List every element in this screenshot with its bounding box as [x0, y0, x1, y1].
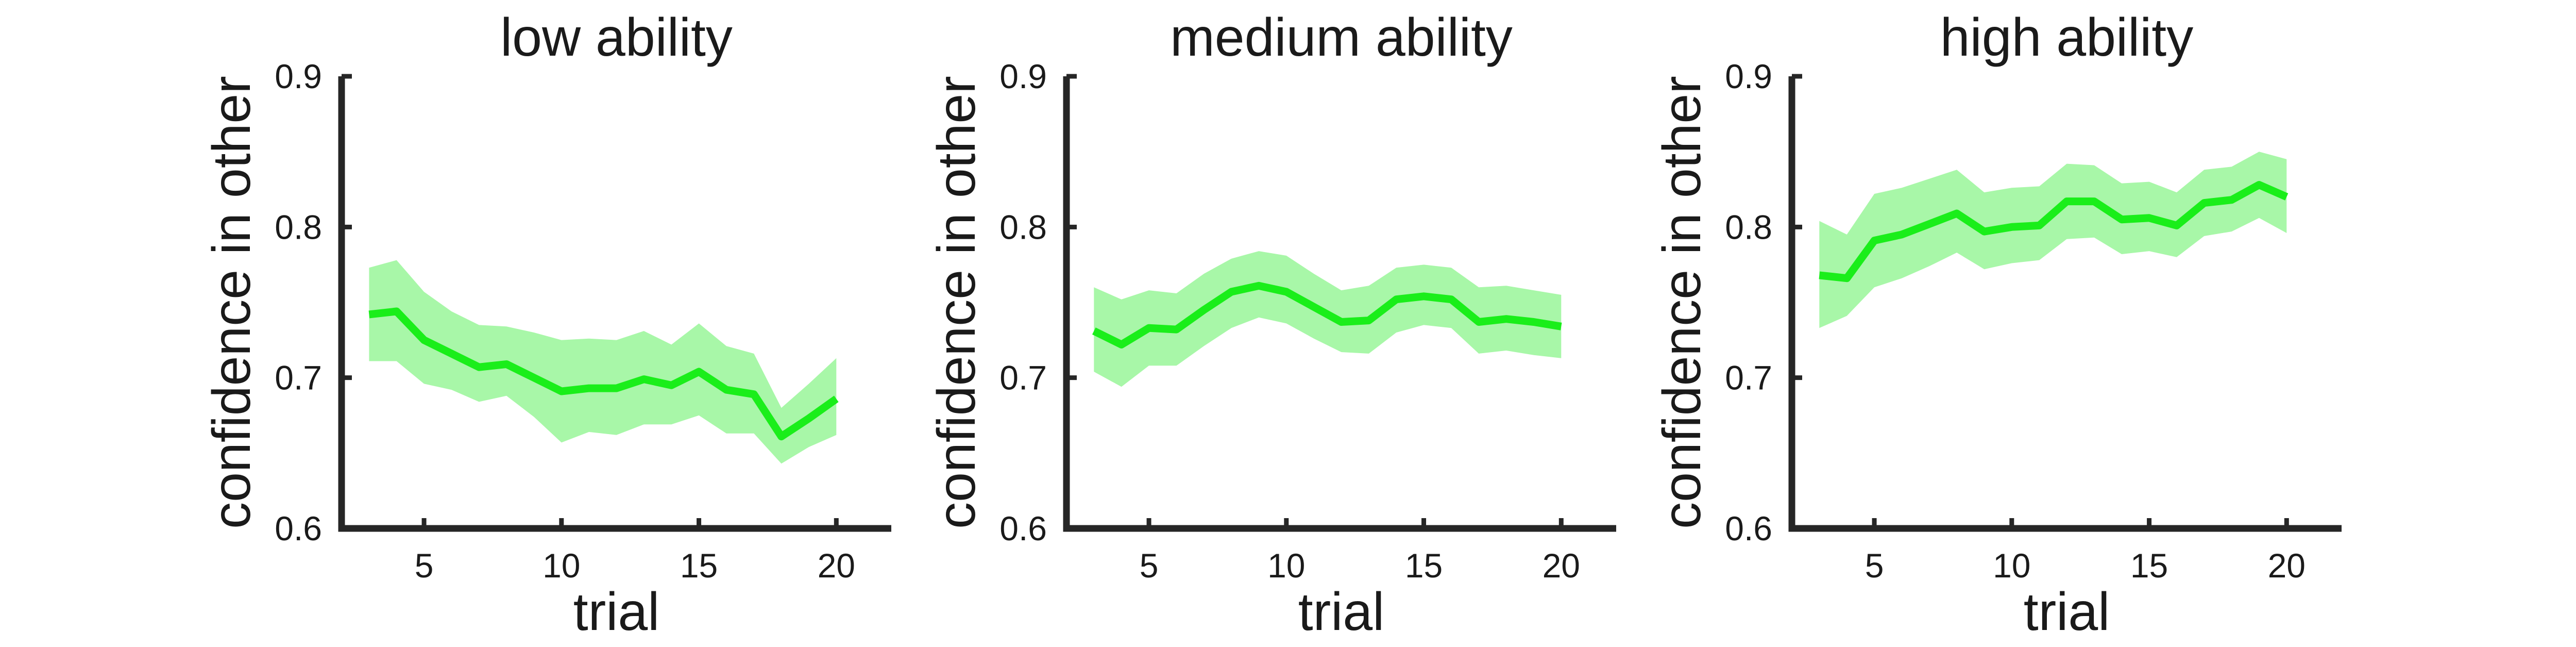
y-tick-label: 0.9 — [1725, 57, 1772, 95]
x-axis-label: trial — [1298, 582, 1385, 642]
series-line — [1819, 181, 2289, 283]
x-axis-label: trial — [573, 582, 660, 642]
panel-2: 5 10 15 20 0.6 0.7 0.8 0.9 medium ability trial co… — [927, 8, 1616, 642]
series-line — [368, 307, 839, 441]
x-tick-label: 20 — [1543, 546, 1580, 585]
x-tick-label: 15 — [1405, 546, 1443, 585]
y-axis-label: confidence in other — [927, 76, 987, 529]
x-tick-label: 5 — [1140, 546, 1159, 585]
y-axis-label: confidence in other — [202, 76, 262, 529]
panel-title: low ability — [500, 8, 733, 68]
x-tick-label: 20 — [818, 546, 855, 585]
panel-1: 5 10 15 20 0.6 0.7 0.8 0.9 low ability trial confi… — [202, 8, 891, 642]
x-axis-label: trial — [2024, 582, 2110, 642]
x-tick-label: 10 — [543, 546, 580, 585]
axes — [1788, 76, 2342, 532]
confidence-band — [1094, 251, 1562, 387]
panel-title: medium ability — [1170, 8, 1513, 68]
y-tick-label: 0.6 — [1725, 509, 1772, 548]
x-tick-label: 5 — [1865, 546, 1884, 585]
x-tick-label: 10 — [1267, 546, 1305, 585]
x-tick-label: 15 — [680, 546, 718, 585]
x-tick-label: 5 — [415, 546, 434, 585]
series-line — [1092, 281, 1562, 349]
y-tick-label: 0.7 — [999, 359, 1047, 397]
y-tick-label: 0.9 — [999, 57, 1047, 95]
confidence-band — [1819, 152, 2287, 328]
y-tick-label: 0.6 — [275, 509, 322, 548]
panel-title: high ability — [1940, 8, 2193, 68]
y-tick-label: 0.8 — [275, 208, 322, 246]
x-tick-label: 10 — [1993, 546, 2030, 585]
y-tick-label: 0.6 — [999, 509, 1047, 548]
y-tick-label: 0.7 — [1725, 359, 1772, 397]
y-tick-label: 0.9 — [275, 57, 322, 95]
x-tick-label: 15 — [2130, 546, 2168, 585]
y-tick-label: 0.8 — [999, 208, 1047, 246]
y-axis-label: confidence in other — [1652, 76, 1712, 529]
x-tick-label: 20 — [2268, 546, 2306, 585]
y-tick-label: 0.8 — [1725, 208, 1772, 246]
confidence-band — [369, 260, 837, 464]
y-tick-label: 0.7 — [275, 359, 322, 397]
panel-3: 5 10 15 20 0.6 0.7 0.8 0.9 high ability trial conf… — [1652, 8, 2342, 642]
